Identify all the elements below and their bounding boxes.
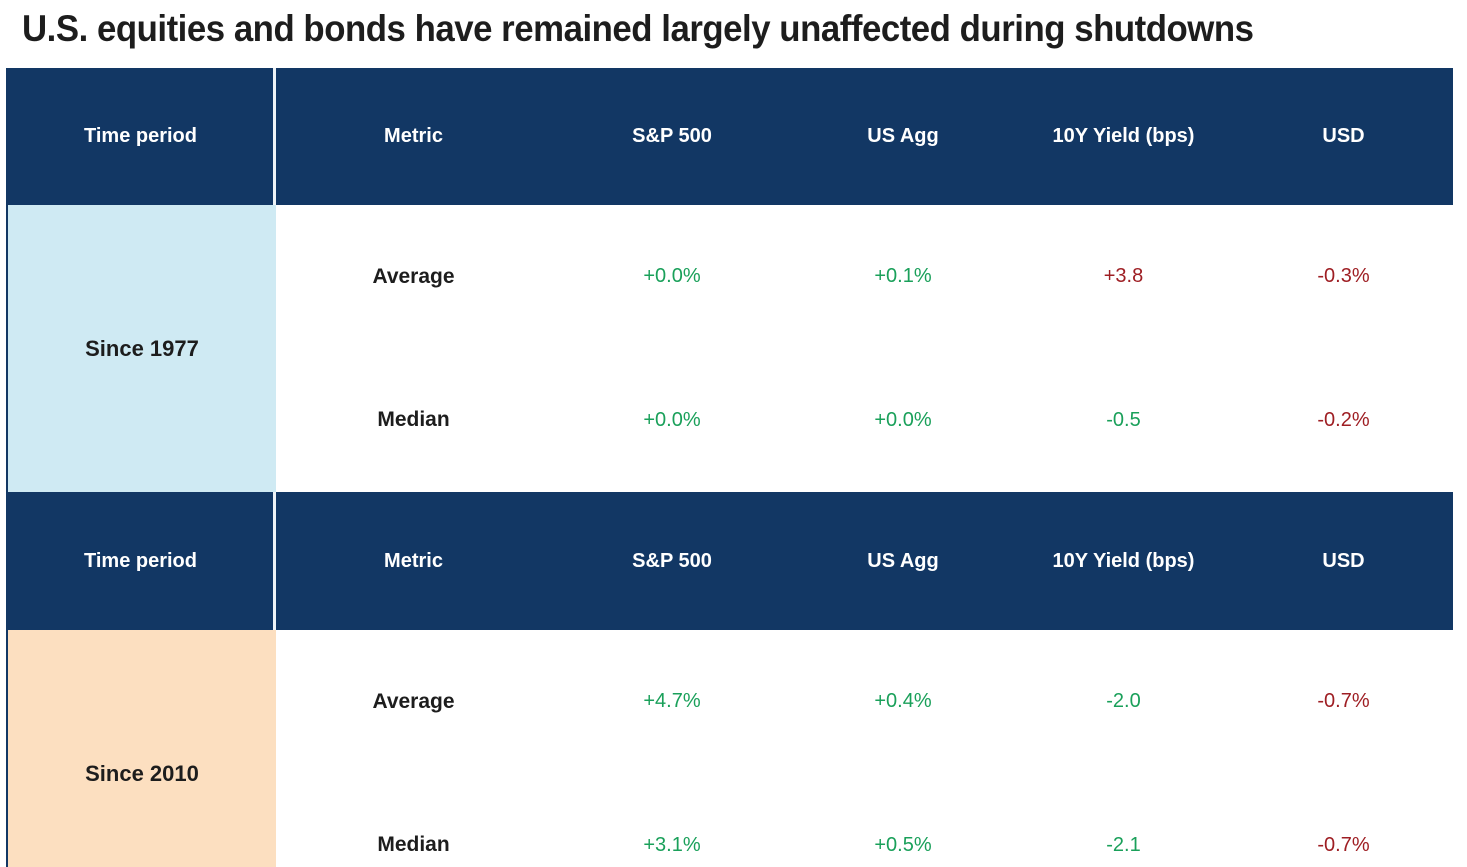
value-usd-med-2010: -0.7% bbox=[1317, 833, 1370, 856]
value-10y-med-2010: -2.1 bbox=[1106, 833, 1141, 856]
page-title: U.S. equities and bonds have remained la… bbox=[22, 8, 1254, 49]
value-usd-med-1977: -0.2% bbox=[1317, 408, 1370, 431]
metric-label-average: Average bbox=[372, 689, 455, 713]
table-body-since-2010: Since 2010 Average +4.7% +0.4% -2.0 -0.7… bbox=[8, 630, 1453, 867]
value-usagg-avg-2010: +0.4% bbox=[874, 690, 932, 713]
metric-label-median: Median bbox=[377, 833, 450, 857]
value-usd-avg-2010: -0.7% bbox=[1317, 690, 1370, 713]
header-cell-metric: Metric bbox=[384, 549, 443, 572]
table-body-since-1977: Since 1977 Average +0.0% +0.1% +3.8 -0.3… bbox=[8, 205, 1453, 492]
header-cell-time-period: Time period bbox=[8, 68, 276, 205]
metric-label-average: Average bbox=[372, 264, 455, 288]
value-sp500-avg-1977: +0.0% bbox=[643, 265, 701, 288]
value-usd-avg-1977: -0.3% bbox=[1317, 265, 1370, 288]
header-cell-usd: USD bbox=[1322, 125, 1365, 147]
table-header-since-2010: Time period Metric S&P 500 US Agg 10Y Yi… bbox=[8, 492, 1453, 630]
value-sp500-med-1977: +0.0% bbox=[643, 408, 701, 431]
metric-label-median: Median bbox=[377, 408, 450, 432]
value-10y-avg-1977: +3.8 bbox=[1103, 265, 1144, 288]
period-cell-since-1977: Since 1977 bbox=[8, 205, 276, 492]
header-cell-usd: USD bbox=[1322, 549, 1365, 572]
value-usagg-med-1977: +0.0% bbox=[874, 408, 932, 431]
header-cell-metric: Metric bbox=[384, 125, 443, 147]
value-sp500-med-2010: +3.1% bbox=[643, 833, 701, 856]
value-usagg-med-2010: +0.5% bbox=[874, 833, 932, 856]
header-cell-10y-yield: 10Y Yield (bps) bbox=[1052, 549, 1195, 572]
header-cell-usagg: US Agg bbox=[867, 549, 939, 572]
period-cell-since-2010: Since 2010 bbox=[8, 630, 276, 867]
header-cell-sp500: S&P 500 bbox=[632, 549, 712, 572]
header-cell-sp500: S&P 500 bbox=[632, 125, 712, 147]
value-sp500-avg-2010: +4.7% bbox=[643, 690, 701, 713]
value-10y-med-1977: -0.5 bbox=[1106, 408, 1141, 431]
value-usagg-avg-1977: +0.1% bbox=[874, 265, 932, 288]
header-cell-time-period: Time period bbox=[8, 492, 276, 630]
value-10y-avg-2010: -2.0 bbox=[1106, 690, 1141, 713]
header-cell-usagg: US Agg bbox=[867, 125, 939, 147]
header-cell-10y-yield: 10Y Yield (bps) bbox=[1052, 125, 1195, 147]
shutdown-impact-table: Time period Metric S&P 500 US Agg 10Y Yi… bbox=[6, 68, 1453, 867]
table-header-since-1977: Time period Metric S&P 500 US Agg 10Y Yi… bbox=[8, 68, 1453, 205]
